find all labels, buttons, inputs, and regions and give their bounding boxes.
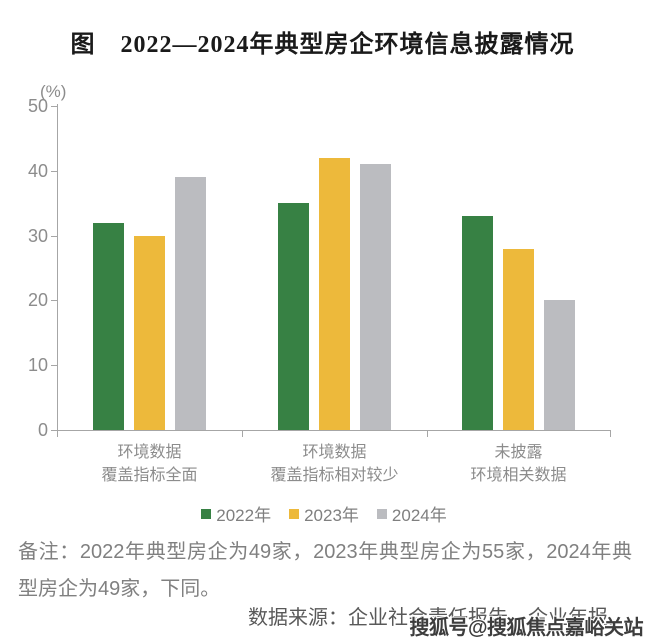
- bar-2023年-group1: [134, 235, 165, 430]
- y-tick-mark: [51, 106, 57, 107]
- watermark-text: 搜狐号@搜狐焦点嘉峪关站: [409, 617, 643, 639]
- legend-label: 2024年: [391, 506, 447, 525]
- category-label-line1: 未披露: [494, 444, 543, 461]
- legend-item-2022年: 2022年: [201, 501, 271, 526]
- y-axis-line: [57, 104, 58, 431]
- y-tick-mark: [51, 430, 57, 431]
- y-tick-label: 20: [27, 290, 48, 311]
- category-label-3: 未披露 环境相关数据: [427, 441, 610, 487]
- category-label-2: 环境数据覆盖指标相对较少: [242, 441, 427, 487]
- bar-2024年-group2: [360, 164, 391, 430]
- y-tick-mark: [51, 300, 57, 302]
- legend-item-2023年: 2023年: [289, 501, 359, 526]
- y-tick-mark: [51, 170, 57, 172]
- category-label-line2: 覆盖指标全面: [101, 467, 198, 484]
- bar-2022年-group3: [462, 216, 493, 430]
- bar-2022年-group1: [93, 222, 124, 430]
- y-tick-mark: [51, 235, 57, 237]
- y-tick-label: 0: [37, 420, 48, 440]
- legend-label: 2023年: [304, 506, 359, 525]
- source-text: 数据来源：企业社会责任报告、企业年报。: [248, 607, 628, 629]
- y-tick-label: 30: [27, 225, 48, 246]
- x-tick-mark: [242, 430, 243, 437]
- category-label-1: 环境数据覆盖指标全面: [57, 441, 242, 487]
- category-label-line2: 环境相关数据: [470, 467, 567, 484]
- y-tick-label: 50: [27, 96, 48, 116]
- x-tick-mark: [610, 430, 611, 437]
- category-label-line2: 覆盖指标相对较少: [270, 467, 399, 484]
- legend-swatch-icon: [201, 508, 212, 519]
- y-axis-unit-label: (%): [40, 82, 67, 101]
- bar-2023年-group2: [319, 157, 350, 430]
- x-tick-mark: [57, 430, 58, 437]
- y-tick-label: 40: [27, 160, 48, 181]
- bar-2024年-group1: [175, 177, 206, 430]
- legend-label: 2022年: [216, 506, 272, 525]
- category-label-line1: 环境数据: [302, 444, 367, 461]
- bar-2024年-group3: [544, 300, 575, 430]
- chart-title: 图 2022—2024年典型房企环境信息披露情况: [70, 32, 575, 58]
- y-tick-mark: [51, 365, 57, 367]
- category-label-line1: 环境数据: [117, 444, 182, 461]
- x-tick-mark: [427, 430, 428, 437]
- legend-item-2024年: 2024年: [376, 501, 447, 526]
- bar-2022年-group2: [278, 203, 309, 430]
- y-tick-label: 10: [27, 355, 48, 376]
- legend-swatch-icon: [289, 508, 300, 519]
- chart-legend: 2022年 2023年 2024年: [18, 501, 630, 526]
- legend-swatch-icon: [376, 508, 387, 519]
- note-text: 备注：2022年典型房企为49家，2023年典型房企为55家，2024年典型房企…: [18, 541, 632, 600]
- bar-2023年-group3: [503, 248, 534, 430]
- x-axis-line: [51, 430, 611, 431]
